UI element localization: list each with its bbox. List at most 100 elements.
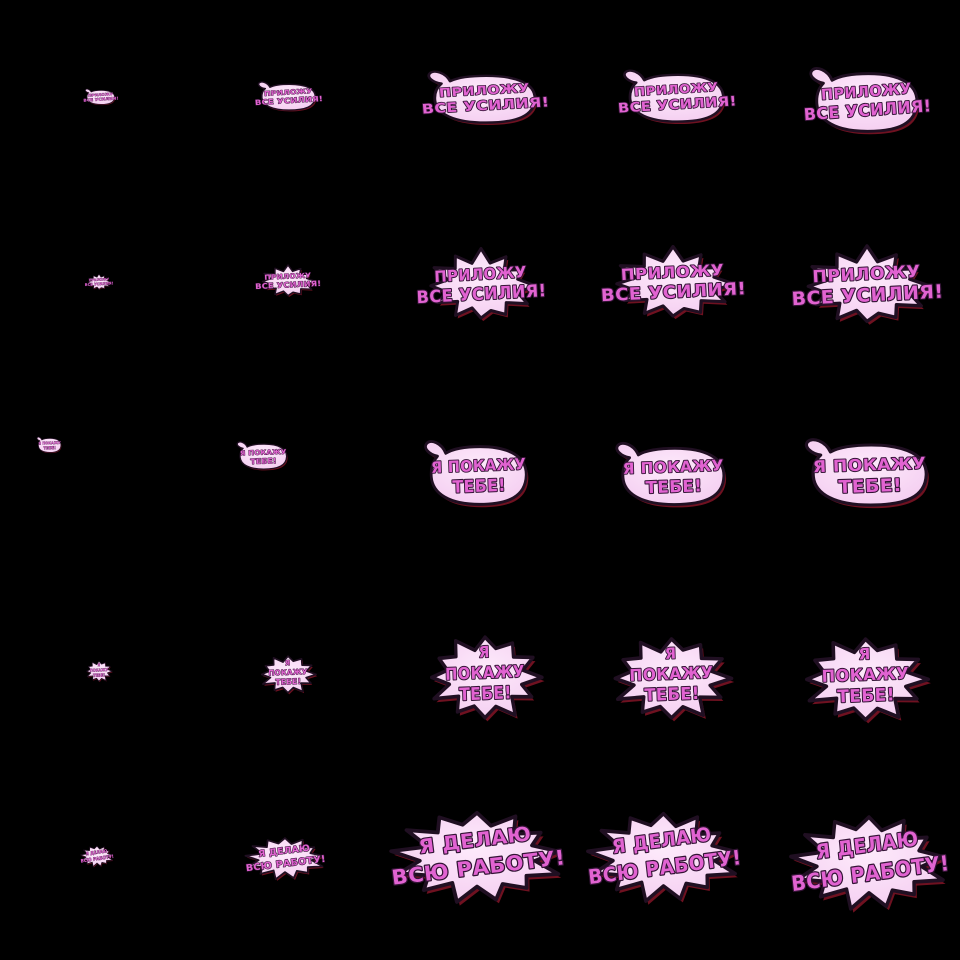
sticker-i-do-all-the-work-burst-size-1[interactable]: Я ДЕЛАЮ ВСЮ РАБОТУ! xyxy=(80,844,114,868)
sticker-try-my-best-bubble-size-2[interactable]: ПРИЛОЖУ ВСЕ УСИЛИЯ! xyxy=(254,80,324,113)
sticker-try-my-best-burst-size-5[interactable]: ПРИЛОЖУ ВСЕ УСИЛИЯ! xyxy=(790,241,945,330)
sticker-ill-show-you-bubble-size-4[interactable]: Я ПОКАЖУ ТЕБЕ! xyxy=(612,439,729,511)
sticker-text-line: ПОКАЖУ xyxy=(445,662,525,684)
sticker-text-line: ВСЕ УСИЛИЯ! xyxy=(85,281,114,287)
burst-shape xyxy=(613,637,734,720)
sticker-ill-show-you-burst-size-1[interactable]: Я ПОКАЖУ ТЕБЕ! xyxy=(84,659,114,683)
burst-shape xyxy=(87,273,112,290)
burst-shape xyxy=(429,635,544,720)
sticker-text-line: ПОКАЖУ xyxy=(90,668,108,673)
sticker-text-line: ПРИЛОЖУ xyxy=(264,271,312,282)
burst-wide-shape xyxy=(586,811,738,903)
speech-bubble-shape xyxy=(804,438,928,507)
sticker-text-line: ПРИЛОЖУ xyxy=(439,82,531,101)
sticker-try-my-best-bubble-size-3[interactable]: ПРИЛОЖУ ВСЕ УСИЛИЯ! xyxy=(420,68,551,128)
sticker-try-my-best-bubble-size-1[interactable]: ПРИЛОЖУ ВСЕ УСИЛИЯ! xyxy=(83,88,119,106)
sticker-text-line: ТЕБЕ! xyxy=(837,685,895,707)
burst-wide-shape xyxy=(244,837,324,881)
sticker-text-line: Я xyxy=(478,643,490,661)
sticker-text-line: ТЕБЕ! xyxy=(838,475,902,497)
burst-wide-shape xyxy=(389,810,561,904)
burst-shape xyxy=(615,244,736,318)
sticker-text-line: ПОКАЖУ xyxy=(268,667,308,678)
sticker-i-do-all-the-work-burst-size-4[interactable]: Я ДЕЛАЮ ВСЮ РАБОТУ! xyxy=(585,805,744,907)
speech-bubble-shape xyxy=(427,70,537,124)
burst-shape xyxy=(806,244,933,324)
sticker-text-line: Я xyxy=(98,663,101,667)
sticker-text-line: ТЕБЕ! xyxy=(459,682,512,704)
sticker-ill-show-you-bubble-size-1[interactable]: Я ПОКАЖУ ТЕБЕ! xyxy=(36,436,62,454)
speech-bubble-shape xyxy=(236,441,288,470)
burst-shape xyxy=(429,246,537,320)
sticker-ill-show-you-bubble-size-5[interactable]: Я ПОКАЖУ ТЕБЕ! xyxy=(801,435,932,512)
sticker-text-line: Я xyxy=(858,645,871,664)
speech-bubble-shape xyxy=(623,69,725,123)
sticker-ill-show-you-bubble-size-3[interactable]: Я ПОКАЖУ ТЕБЕ! xyxy=(421,437,531,511)
sticker-try-my-best-bubble-size-4[interactable]: ПРИЛОЖУ ВСЕ УСИЛИЯ! xyxy=(617,67,738,127)
sticker-text-line: ТЕБЕ! xyxy=(452,475,506,497)
sticker-try-my-best-bubble-size-5[interactable]: ПРИЛОЖУ ВСЕ УСИЛИЯ! xyxy=(802,64,933,138)
sticker-text-line: ПОКАЖУ xyxy=(821,664,909,686)
sticker-text-line: ВСЮ РАБОТУ! xyxy=(80,854,114,865)
sticker-text-line: ТЕБЕ! xyxy=(250,456,276,466)
burst-shape xyxy=(261,264,317,297)
sticker-i-do-all-the-work-burst-size-5[interactable]: Я ДЕЛАЮ ВСЮ РАБОТУ! xyxy=(788,808,952,915)
sticker-try-my-best-burst-size-3[interactable]: ПРИЛОЖУ ВСЕ УСИЛИЯ! xyxy=(415,244,548,326)
sticker-text-line: Я ДЕЛАЮ xyxy=(86,848,108,856)
sticker-ill-show-you-bubble-size-2[interactable]: Я ПОКАЖУ ТЕБЕ! xyxy=(235,440,289,472)
sticker-i-do-all-the-work-burst-size-2[interactable]: Я ДЕЛАЮ ВСЮ РАБОТУ! xyxy=(244,834,327,882)
burst-shape xyxy=(260,655,317,694)
burst-wide-shape xyxy=(789,815,945,911)
sticker-text-line: ВСЕ УСИЛИЯ! xyxy=(83,96,118,103)
sticker-try-my-best-burst-size-4[interactable]: ПРИЛОЖУ ВСЕ УСИЛИЯ! xyxy=(599,242,748,324)
sticker-text-line: ТЕБЕ! xyxy=(275,677,301,687)
sticker-text-line: ВСЕ УСИЛИЯ! xyxy=(255,279,321,291)
sticker-try-my-best-burst-size-1[interactable]: ПРИЛОЖУ ВСЕ УСИЛИЯ! xyxy=(85,273,114,291)
sticker-ill-show-you-burst-size-3[interactable]: Я ПОКАЖУ ТЕБЕ! xyxy=(420,628,550,725)
sticker-ill-show-you-burst-size-4[interactable]: Я ПОКАЖУ ТЕБЕ! xyxy=(603,630,740,725)
sticker-ill-show-you-burst-size-5[interactable]: Я ПОКАЖУ ТЕБЕ! xyxy=(794,630,937,727)
sticker-text-line: Я ПОКАЖУ xyxy=(38,441,61,446)
speech-bubble-shape xyxy=(84,88,116,105)
sticker-text-line: ТЕБЕ! xyxy=(644,684,700,705)
sticker-text-line: ПРИЛОЖУ xyxy=(89,277,110,282)
speech-bubble-shape xyxy=(809,67,919,133)
sticker-text-line: ТЕБЕ! xyxy=(43,445,56,451)
sticker-text-line: Я ПОКАЖУ xyxy=(622,457,724,478)
sticker-try-my-best-burst-size-2[interactable]: ПРИЛОЖУ ВСЕ УСИЛИЯ! xyxy=(255,263,322,299)
burst-shape xyxy=(86,660,113,682)
sticker-text-line: ПРИЛОЖУ xyxy=(88,91,113,97)
sticker-text-line: Я ПОКАЖУ xyxy=(240,448,287,457)
speech-bubble-shape xyxy=(257,81,317,111)
sticker-text-line: Я ПОКАЖУ xyxy=(813,454,927,476)
sticker-text-line: ТЕБЕ! xyxy=(645,476,702,497)
speech-bubble-shape xyxy=(615,441,726,506)
sticker-text-line: ПРИЛОЖУ xyxy=(264,87,313,98)
speech-bubble-shape xyxy=(36,436,62,453)
sticker-text-line: ПРИЛОЖУ xyxy=(633,80,718,99)
sticker-ill-show-you-burst-size-2[interactable]: Я ПОКАЖУ ТЕБЕ! xyxy=(256,652,320,696)
speech-bubble-shape xyxy=(424,440,528,506)
sticker-i-do-all-the-work-burst-size-3[interactable]: Я ДЕЛАЮ ВСЮ РАБОТУ! xyxy=(388,804,568,908)
